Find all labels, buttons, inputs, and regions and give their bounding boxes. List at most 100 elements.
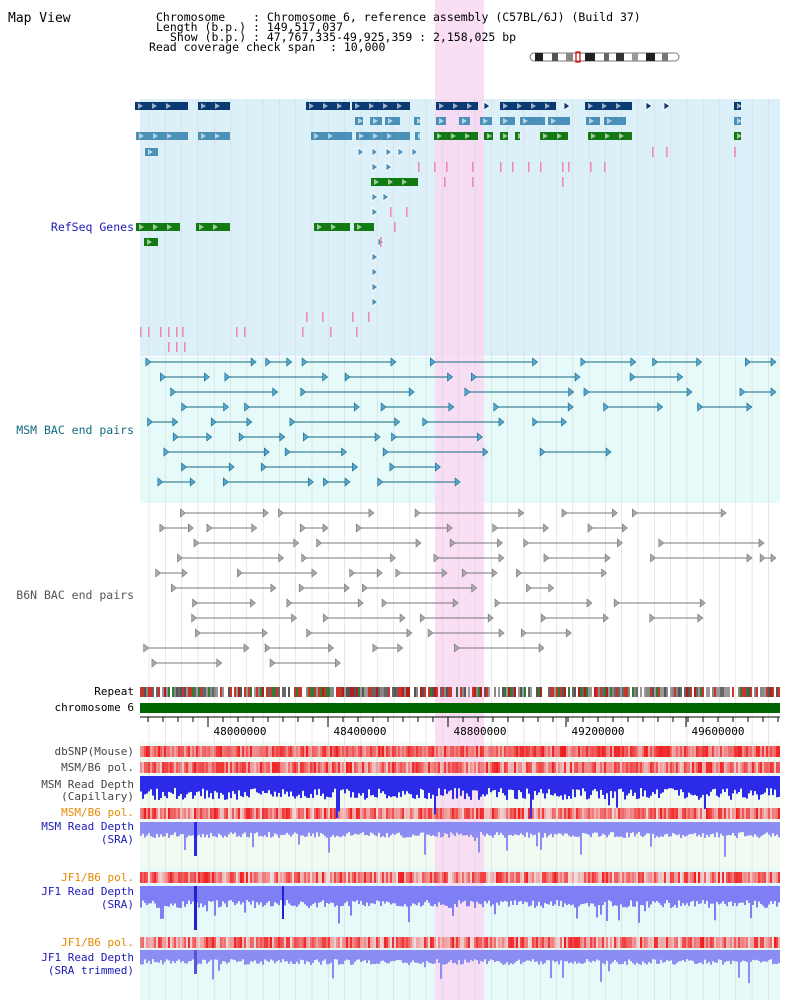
msm-bac-end-pair[interactable]: [583, 387, 693, 397]
refseq-gene[interactable]: [500, 117, 515, 125]
track-label-jf1-b6-pol-2[interactable]: JF1/B6 pol.: [61, 936, 134, 949]
refseq-gene-arrow[interactable]: [483, 101, 491, 111]
refseq-gene[interactable]: [734, 117, 742, 125]
b6n-bac-end-pair[interactable]: [195, 628, 268, 638]
track-label-msm-depth-sra-line1[interactable]: MSM Read Depth: [41, 820, 134, 833]
refseq-gene[interactable]: [355, 117, 363, 125]
b6n-bac-end-pair[interactable]: [300, 523, 329, 533]
b6n-bac-end-pair[interactable]: [587, 523, 628, 533]
b6n-bac-end-pair[interactable]: [206, 523, 258, 533]
msm-bac-end-pair[interactable]: [697, 402, 753, 412]
refseq-gene[interactable]: [354, 223, 374, 231]
b6n-bac-end-pair[interactable]: [151, 658, 223, 668]
refseq-gene[interactable]: [198, 102, 230, 110]
msm-bac-end-pair[interactable]: [470, 372, 581, 382]
chromosome-ideogram[interactable]: [529, 51, 680, 63]
refseq-gene-arrow[interactable]: [371, 267, 379, 277]
msm-bac-end-pair[interactable]: [652, 357, 703, 367]
msm-bac-end-pair[interactable]: [303, 432, 381, 442]
track-label-msm-b6-pol[interactable]: MSM/B6 pol.: [61, 761, 134, 774]
refseq-gene[interactable]: [415, 132, 423, 140]
track-label-jf1-b6-pol[interactable]: JF1/B6 pol.: [61, 871, 134, 884]
refseq-gene[interactable]: [484, 132, 493, 140]
b6n-bac-end-pair[interactable]: [520, 628, 572, 638]
msm-bac-end-pair[interactable]: [224, 372, 329, 382]
b6n-bac-end-pair[interactable]: [355, 523, 453, 533]
b6n-bac-end-pair[interactable]: [492, 523, 549, 533]
refseq-gene[interactable]: [198, 132, 230, 140]
msm-bac-end-pair[interactable]: [157, 477, 196, 487]
refseq-gene-arrow[interactable]: [371, 282, 379, 292]
refseq-gene-arrow[interactable]: [371, 162, 379, 172]
b6n-bac-end-pair[interactable]: [301, 553, 397, 563]
msm-bac-end-pair[interactable]: [344, 372, 454, 382]
refseq-gene[interactable]: [588, 132, 632, 140]
b6n-bac-end-pair[interactable]: [171, 583, 277, 593]
refseq-gene-arrow[interactable]: [371, 252, 379, 262]
refseq-gene[interactable]: [352, 102, 410, 110]
b6n-bac-end-pair[interactable]: [649, 613, 704, 623]
track-label-b6n-bac[interactable]: B6N BAC end pairs: [16, 588, 134, 602]
refseq-gene[interactable]: [311, 132, 352, 140]
refseq-gene-arrow[interactable]: [645, 101, 653, 111]
b6n-bac-end-pair[interactable]: [193, 538, 300, 548]
msm-bac-end-pair[interactable]: [429, 357, 539, 367]
msm-bac-end-pair[interactable]: [160, 372, 210, 382]
msm-bac-end-pair[interactable]: [745, 357, 777, 367]
msm-bac-end-pair[interactable]: [181, 462, 235, 472]
msm-bac-end-pair[interactable]: [210, 417, 253, 427]
b6n-bac-end-pair[interactable]: [461, 568, 498, 578]
b6n-bac-end-pair[interactable]: [278, 508, 375, 518]
refseq-gene-arrow[interactable]: [411, 147, 419, 157]
refseq-gene[interactable]: [370, 117, 382, 125]
b6n-bac-end-pair[interactable]: [427, 628, 505, 638]
refseq-gene-arrow[interactable]: [563, 101, 571, 111]
msm-bac-end-pair[interactable]: [260, 462, 358, 472]
msm-bac-end-pair[interactable]: [244, 402, 360, 412]
track-label-msm-depth-capillary-line1[interactable]: MSM Read Depth: [41, 778, 134, 791]
msm-bac-end-pair[interactable]: [603, 402, 664, 412]
refseq-gene[interactable]: [371, 178, 418, 186]
msm-bac-end-pair[interactable]: [147, 417, 179, 427]
refseq-gene-arrow[interactable]: [385, 162, 393, 172]
b6n-bac-end-pair[interactable]: [395, 568, 448, 578]
b6n-bac-end-pairs-track[interactable]: [143, 508, 777, 668]
track-label-jf1-depth-trimmed-line1[interactable]: JF1 Read Depth: [41, 951, 134, 964]
refseq-gene-arrow[interactable]: [385, 147, 393, 157]
msm-bac-end-pair[interactable]: [223, 477, 314, 487]
b6n-bac-end-pair[interactable]: [759, 553, 777, 563]
refseq-gene[interactable]: [135, 102, 188, 110]
refseq-gene[interactable]: [136, 223, 180, 231]
msm-bac-end-pair[interactable]: [377, 477, 461, 487]
msm-bac-end-pair[interactable]: [323, 477, 351, 487]
refseq-gene[interactable]: [436, 117, 446, 125]
refseq-gene[interactable]: [434, 132, 478, 140]
msm-bac-end-pair[interactable]: [301, 357, 397, 367]
b6n-bac-end-pair[interactable]: [192, 598, 256, 608]
msm-bac-end-pair[interactable]: [739, 387, 777, 397]
b6n-bac-end-pair[interactable]: [631, 508, 727, 518]
refseq-gene[interactable]: [385, 117, 400, 125]
msm-bac-end-pair[interactable]: [172, 432, 213, 442]
msm-bac-end-pair[interactable]: [629, 372, 684, 382]
b6n-bac-end-pair[interactable]: [516, 568, 608, 578]
b6n-bac-end-pair[interactable]: [454, 643, 545, 653]
track-label-msm-bac[interactable]: MSM BAC end pairs: [16, 423, 134, 437]
msm-bac-end-pair[interactable]: [539, 447, 612, 457]
b6n-bac-end-pair[interactable]: [494, 598, 593, 608]
refseq-gene[interactable]: [734, 102, 742, 110]
msm-bac-end-pair[interactable]: [265, 357, 293, 367]
refseq-gene[interactable]: [414, 117, 422, 125]
msm-bac-end-pair[interactable]: [532, 417, 567, 427]
b6n-bac-end-pair[interactable]: [180, 508, 269, 518]
msm-bac-end-pair[interactable]: [145, 357, 257, 367]
b6n-bac-end-pair[interactable]: [658, 538, 765, 548]
refseq-gene-arrow[interactable]: [382, 192, 390, 202]
b6n-bac-end-pair[interactable]: [613, 598, 706, 608]
msm-bac-end-pair[interactable]: [238, 432, 286, 442]
refseq-gene[interactable]: [604, 117, 626, 125]
refseq-gene[interactable]: [196, 223, 230, 231]
msm-bac-end-pair[interactable]: [300, 387, 415, 397]
